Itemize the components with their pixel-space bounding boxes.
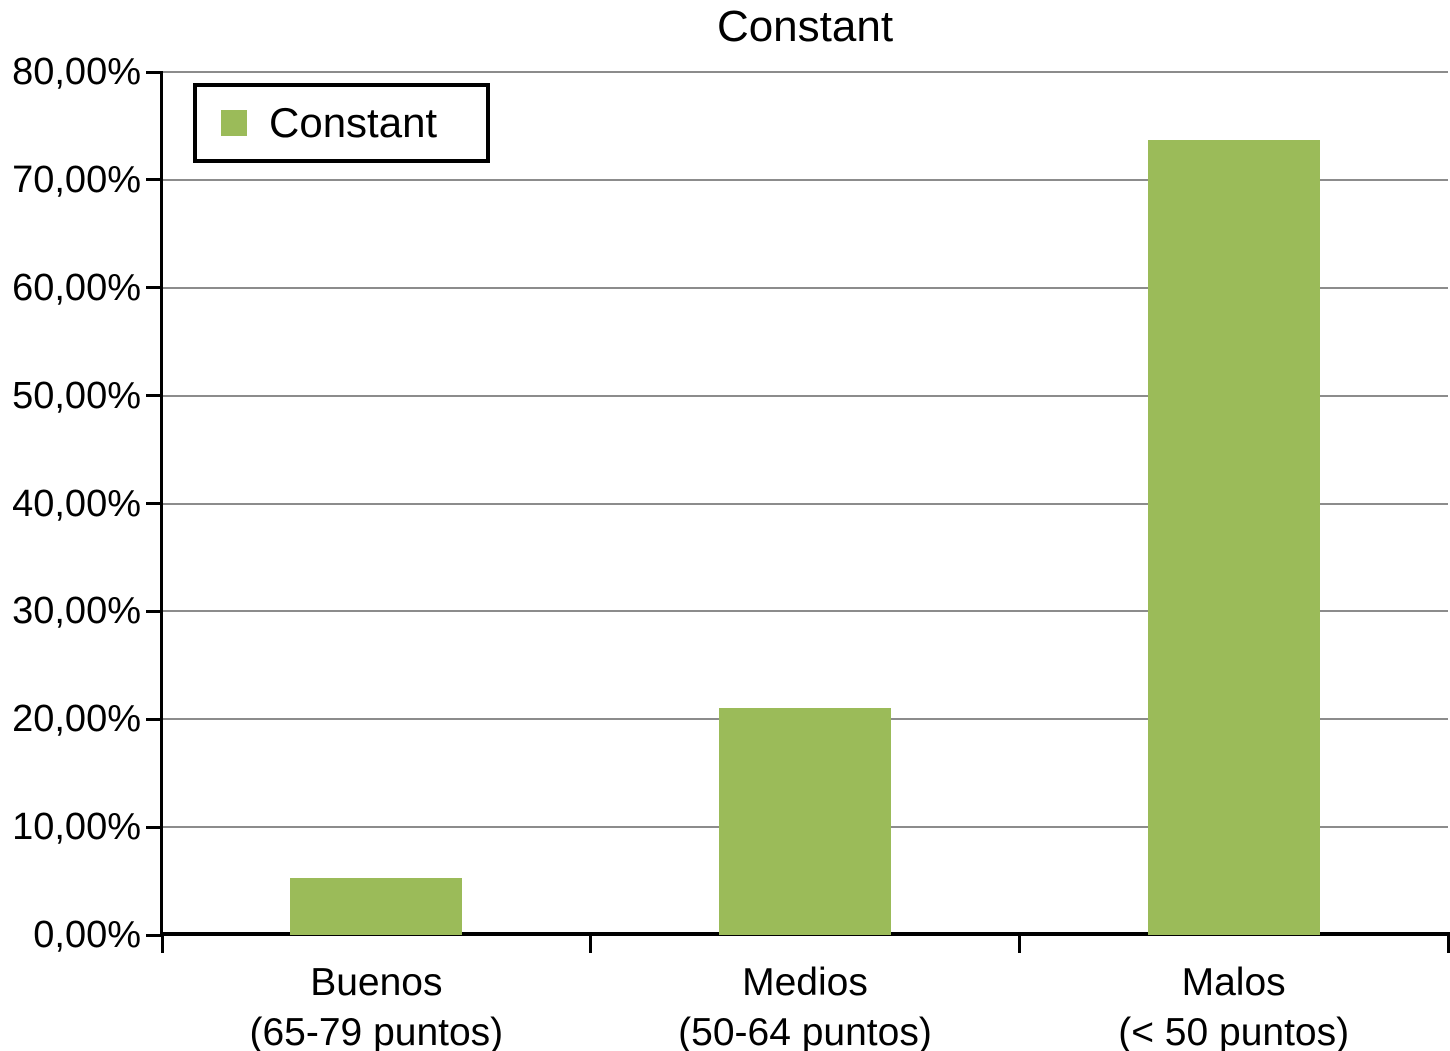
gridline	[162, 178, 1448, 181]
gridline	[162, 610, 1448, 613]
y-axis-tick	[146, 609, 163, 613]
y-axis-tick-label: 20,00%	[12, 698, 141, 741]
gridline	[162, 502, 1448, 505]
legend: Constant	[193, 83, 490, 163]
legend-label: Constant	[269, 99, 438, 146]
x-axis-category-label-line: Malos	[1181, 961, 1286, 1004]
y-axis-tick-label: 60,00%	[12, 266, 141, 309]
x-axis-category-label-line: (50-64 puntos)	[678, 1011, 932, 1051]
y-axis-tick	[146, 717, 163, 721]
y-axis-tick	[146, 70, 163, 74]
y-axis-tick	[146, 178, 163, 182]
x-axis-tick	[1446, 935, 1450, 953]
y-axis-tick-label: 30,00%	[12, 590, 141, 633]
x-axis-category-label: Buenos (65-79 puntos)	[162, 958, 591, 1051]
x-axis-category-label-line: Buenos	[310, 961, 443, 1004]
gridline	[162, 286, 1448, 289]
y-axis-tick	[146, 825, 163, 829]
x-axis-category-label: Malos (< 50 puntos)	[1019, 958, 1448, 1051]
y-axis-tick-label: 10,00%	[12, 806, 141, 849]
x-axis-tick	[160, 935, 164, 953]
y-axis-tick	[146, 394, 163, 398]
x-axis-category-label-line: (65-79 puntos)	[249, 1011, 504, 1051]
gridline	[162, 71, 1448, 73]
x-axis-category-label: Medios (50-64 puntos)	[591, 958, 1020, 1051]
bar	[719, 707, 891, 935]
y-axis-tick-label: 80,00%	[12, 51, 141, 93]
y-axis-tick-label: 50,00%	[12, 374, 141, 417]
y-axis-tick-label: 70,00%	[12, 158, 141, 201]
y-axis-tick	[146, 502, 163, 505]
y-axis-tick-label: 40,00%	[12, 482, 141, 525]
legend-swatch	[221, 110, 247, 136]
x-axis-tick	[1017, 935, 1021, 953]
y-axis-tick	[146, 286, 163, 290]
x-axis-tick	[589, 935, 593, 953]
y-axis-tick	[146, 933, 163, 937]
chart-title: Constant	[716, 2, 894, 51]
bar	[290, 878, 463, 935]
gridline	[162, 394, 1448, 397]
x-axis-category-label-line: Medios	[742, 961, 868, 1004]
bar	[1147, 140, 1320, 935]
x-axis-category-label-line: (< 50 puntos)	[1118, 1011, 1350, 1051]
y-axis-tick-label: 0,00%	[33, 914, 141, 956]
